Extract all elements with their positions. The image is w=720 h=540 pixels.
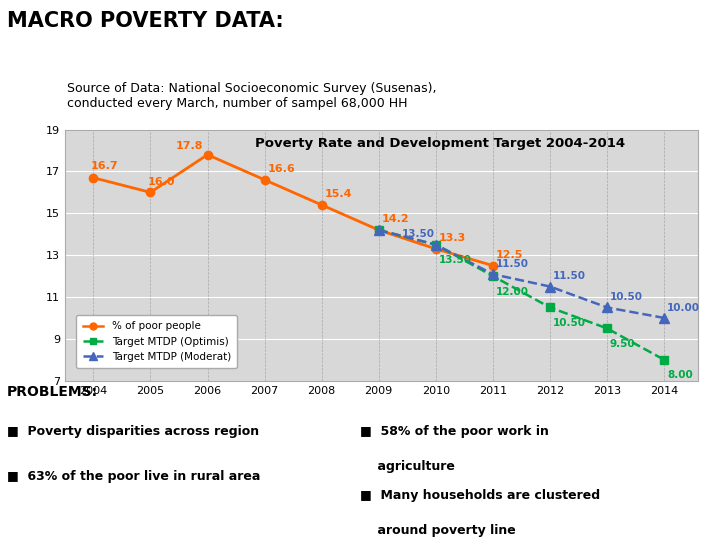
Text: Poverty Rate and Development Target 2004-2014: Poverty Rate and Development Target 2004… <box>255 137 625 150</box>
Target MTDP (Moderat) <box>431 241 440 248</box>
% of poor people <box>260 177 269 183</box>
% of poor people <box>431 246 440 252</box>
Line: Target MTDP (Optimis): Target MTDP (Optimis) <box>374 226 668 364</box>
Text: 10.00: 10.00 <box>667 303 700 313</box>
Text: agriculture: agriculture <box>360 460 455 474</box>
% of poor people <box>203 152 212 158</box>
Text: around poverty line: around poverty line <box>360 524 516 537</box>
Target MTDP (Moderat) <box>603 304 611 310</box>
Target MTDP (Optimis) <box>431 241 440 248</box>
Text: MACRO POVERTY DATA:: MACRO POVERTY DATA: <box>7 10 284 31</box>
Text: Source of Data: National Socioeconomic Survey (Susenas),
conducted every March, : Source of Data: National Socioeconomic S… <box>68 82 437 110</box>
% of poor people <box>374 227 383 233</box>
Line: Target MTDP (Moderat): Target MTDP (Moderat) <box>374 225 669 323</box>
Text: 16.0: 16.0 <box>148 177 175 186</box>
Text: 13.50: 13.50 <box>402 230 435 239</box>
Target MTDP (Moderat) <box>546 284 554 290</box>
Text: 12.00: 12.00 <box>496 287 528 296</box>
Text: 13.3: 13.3 <box>438 233 466 243</box>
Text: 10.50: 10.50 <box>610 292 643 302</box>
Text: ■  58% of the poor work in: ■ 58% of the poor work in <box>360 426 549 438</box>
Line: % of poor people: % of poor people <box>89 151 497 270</box>
Text: ■  Poverty disparities across region: ■ Poverty disparities across region <box>7 426 259 438</box>
Legend: % of poor people, Target MTDP (Optimis), Target MTDP (Moderat): % of poor people, Target MTDP (Optimis),… <box>76 315 238 368</box>
Text: 16.6: 16.6 <box>267 164 295 174</box>
Target MTDP (Optimis) <box>489 273 498 279</box>
Text: 13.50: 13.50 <box>438 255 472 265</box>
Text: 16.7: 16.7 <box>91 161 118 172</box>
Text: 10.50: 10.50 <box>553 318 586 328</box>
Text: ■  63% of the poor live in rural area: ■ 63% of the poor live in rural area <box>7 470 261 483</box>
Target MTDP (Optimis) <box>603 325 611 332</box>
Target MTDP (Optimis) <box>660 356 668 363</box>
Text: 8.00: 8.00 <box>667 370 693 380</box>
Text: 11.50: 11.50 <box>553 271 586 281</box>
Target MTDP (Moderat) <box>489 271 498 278</box>
% of poor people <box>89 174 98 181</box>
Target MTDP (Moderat) <box>374 227 383 233</box>
Text: 11.50: 11.50 <box>496 259 528 269</box>
% of poor people <box>318 202 326 208</box>
Target MTDP (Optimis) <box>546 304 554 310</box>
Text: 15.4: 15.4 <box>325 189 352 199</box>
Text: 14.2: 14.2 <box>382 214 409 224</box>
Text: PROBLEMS:: PROBLEMS: <box>7 386 99 400</box>
Text: 17.8: 17.8 <box>176 140 204 151</box>
Text: 12.5: 12.5 <box>496 250 523 260</box>
Target MTDP (Optimis) <box>374 227 383 233</box>
% of poor people <box>146 189 155 195</box>
Text: ■  Many households are clustered: ■ Many households are clustered <box>360 489 600 502</box>
% of poor people <box>489 262 498 269</box>
Target MTDP (Moderat) <box>660 315 668 321</box>
Text: 9.50: 9.50 <box>610 339 636 349</box>
